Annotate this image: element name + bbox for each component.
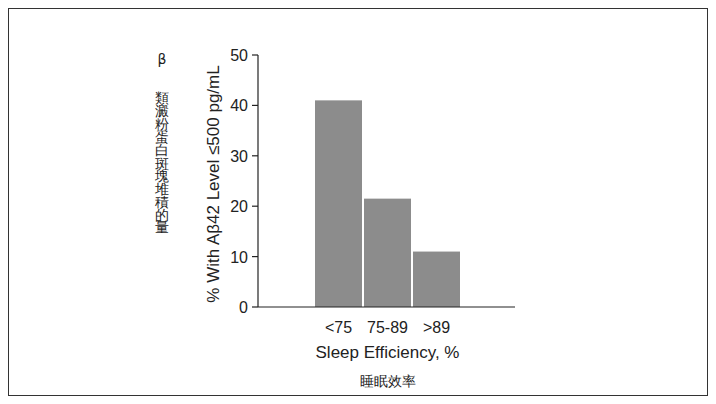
bar bbox=[364, 199, 411, 307]
y-tick-label: 20 bbox=[230, 198, 248, 215]
chart-svg: 0 10 20 30 40 50 <75 75-89 >89 % With Aβ42 Level … bbox=[0, 0, 716, 404]
y-tick bbox=[252, 105, 258, 106]
y-tick bbox=[252, 306, 258, 307]
x-annotation: 睡眠效率 bbox=[360, 373, 416, 389]
y-tick-label: 10 bbox=[230, 249, 248, 266]
x-axis-label: Sleep Efficiency, % bbox=[316, 343, 460, 362]
bars bbox=[315, 100, 460, 307]
y-tick bbox=[252, 256, 258, 257]
vertical-annotation: β類澱粉蛋白斑塊堆積的量 bbox=[155, 51, 169, 223]
y-axis-line bbox=[257, 55, 258, 307]
bar bbox=[315, 100, 362, 307]
y-tick bbox=[252, 54, 258, 55]
bar bbox=[413, 252, 460, 307]
outer-frame bbox=[9, 9, 708, 396]
x-axis-line bbox=[258, 306, 515, 307]
y-tick-label: 50 bbox=[230, 47, 248, 64]
x-tick-label: <75 bbox=[325, 319, 352, 336]
y-axis-label: % With Aβ42 Level ≤500 pg/mL bbox=[204, 65, 223, 302]
y-tick-label: 40 bbox=[230, 97, 248, 114]
x-tick-label: >89 bbox=[423, 319, 450, 336]
y-tick bbox=[252, 155, 258, 156]
y-tick-label: 0 bbox=[239, 299, 248, 316]
chart-wrap: 0 10 20 30 40 50 <75 75-89 >89 % With Aβ42 Level … bbox=[0, 0, 716, 404]
x-tick-label: 75-89 bbox=[367, 319, 408, 336]
y-tick bbox=[252, 206, 258, 207]
y-tick-label: 30 bbox=[230, 148, 248, 165]
